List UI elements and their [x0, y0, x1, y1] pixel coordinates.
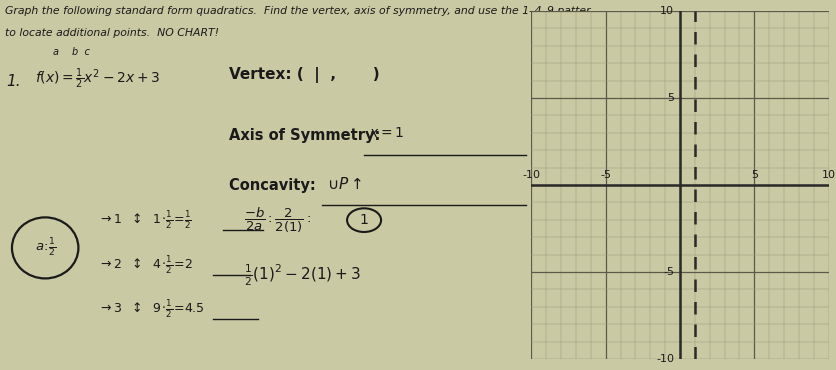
Text: a: a: [53, 47, 59, 57]
Text: $\frac{1}{2}(1)^2-2(1)+3$: $\frac{1}{2}(1)^2-2(1)+3$: [244, 263, 361, 289]
Text: 1: 1: [359, 213, 368, 227]
Text: $\rightarrow 2\ \ \updownarrow\ \ 4\!\cdot\!\frac{1}{2}\!=\!2$: $\rightarrow 2\ \ \updownarrow\ \ 4\!\cd…: [98, 253, 193, 276]
Text: $\rightarrow 1\ \ \updownarrow\ \ 1\!\cdot\!\frac{1}{2}\!=\!\frac{1}{2}$: $\rightarrow 1\ \ \updownarrow\ \ 1\!\cd…: [98, 209, 191, 231]
Text: $\cup P\uparrow$: $\cup P\uparrow$: [327, 176, 361, 192]
Text: $f(x)=\frac{1}{2}x^2-2x+3$: $f(x)=\frac{1}{2}x^2-2x+3$: [34, 67, 160, 91]
Text: $\rightarrow 3\ \ \updownarrow\ \ 9\!\cdot\!\frac{1}{2}\!=\!4.5$: $\rightarrow 3\ \ \updownarrow\ \ 9\!\cd…: [98, 298, 205, 320]
Text: 10: 10: [821, 170, 834, 180]
Text: $a\!:\!\frac{1}{2}$: $a\!:\!\frac{1}{2}$: [34, 237, 56, 259]
Text: $\dfrac{-b}{2a}:\dfrac{2}{2(1)}:$: $\dfrac{-b}{2a}:\dfrac{2}{2(1)}:$: [244, 206, 311, 235]
Text: -10: -10: [655, 354, 673, 364]
Text: -10: -10: [522, 170, 540, 180]
Text: Graph the following standard form quadratics.  Find the vertex, axis of symmetry: Graph the following standard form quadra…: [5, 6, 590, 16]
Text: -5: -5: [599, 170, 610, 180]
Text: to locate additional points.  NO CHART!: to locate additional points. NO CHART!: [5, 28, 219, 38]
Text: 5: 5: [750, 170, 757, 180]
Text: Axis of Symmetry:: Axis of Symmetry:: [228, 128, 390, 143]
Text: b  c: b c: [72, 47, 89, 57]
Text: 10: 10: [660, 6, 673, 16]
Text: Concavity:: Concavity:: [228, 178, 325, 193]
Text: Vertex: (  |  ,       ): Vertex: ( | , ): [228, 67, 379, 83]
Text: $\mathit{x}=1$: $\mathit{x}=1$: [369, 126, 404, 140]
Text: -5: -5: [662, 267, 673, 277]
Text: 5: 5: [666, 93, 673, 103]
Text: 1.: 1.: [7, 74, 21, 89]
